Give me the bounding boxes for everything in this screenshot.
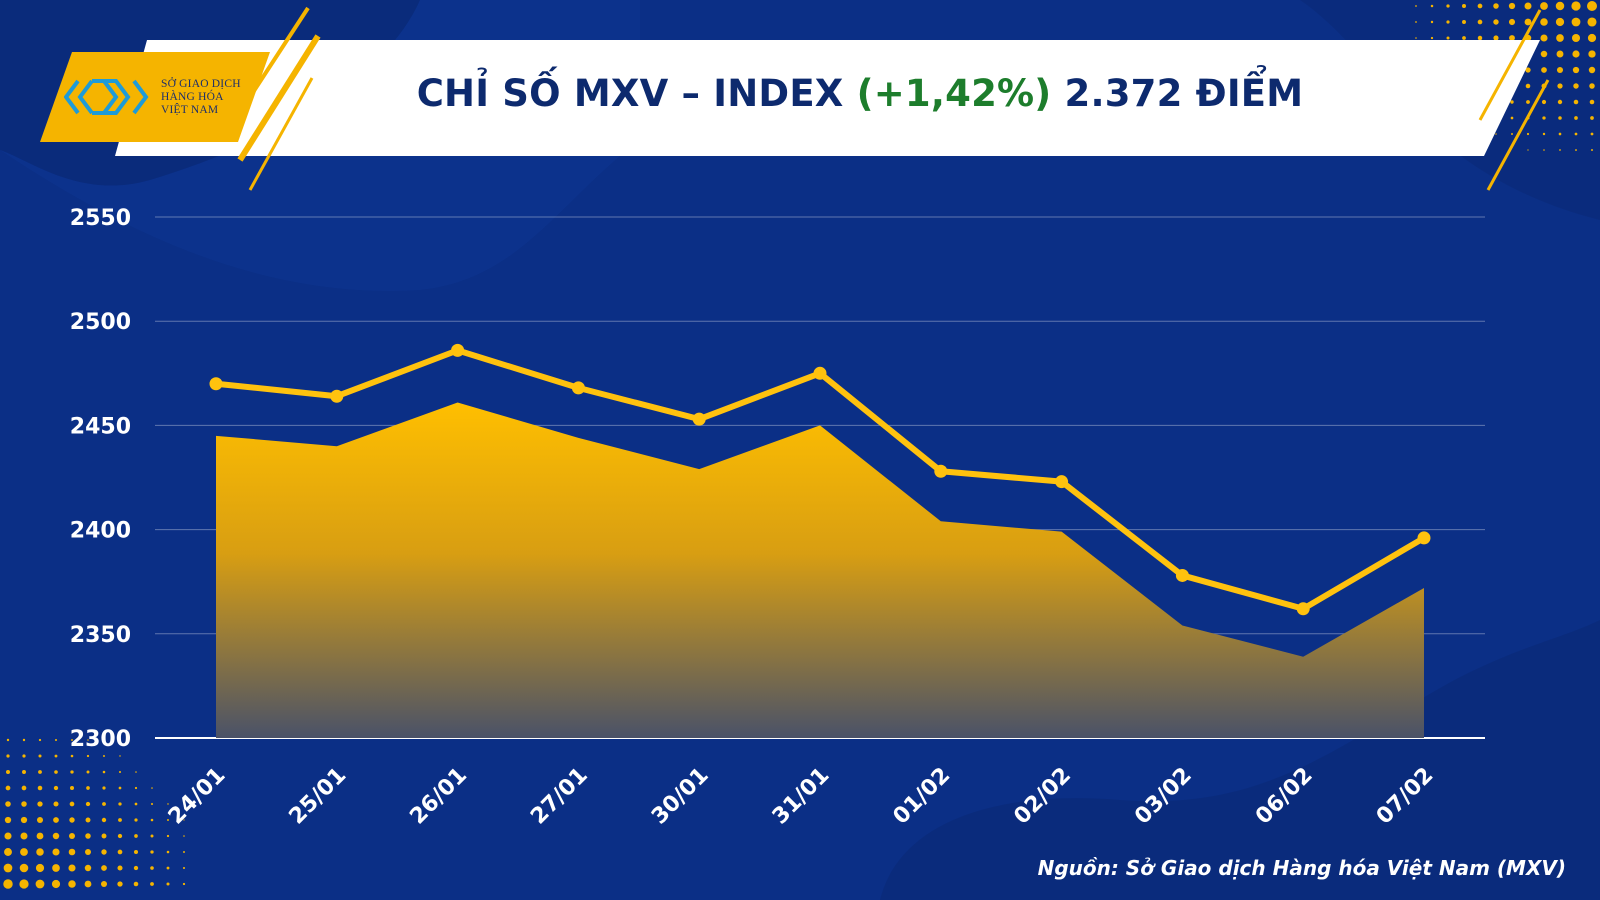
y-tick-label: 2450 — [70, 414, 131, 439]
x-tick-label: 01/02 — [889, 763, 956, 830]
line-series — [209, 343, 1431, 616]
area-fill — [216, 402, 1424, 738]
x-tick-label: 02/02 — [1009, 763, 1076, 830]
logo-line-3: VIỆT NAM — [161, 104, 219, 116]
y-tick-label: 2500 — [70, 310, 131, 335]
data-point — [813, 366, 827, 380]
logo-line-2: HÀNG HÓA — [161, 91, 224, 103]
x-tick-label: 07/02 — [1372, 763, 1439, 830]
y-tick-label: 2550 — [70, 206, 131, 231]
data-point — [1417, 531, 1431, 545]
dot-pattern-bottom-left — [3, 738, 186, 889]
data-point — [330, 389, 344, 403]
logo-line-1: SỞ GIAO DỊCH — [161, 78, 241, 90]
title-change: (+1,42%) — [856, 72, 1052, 115]
x-tick-label: 26/01 — [405, 763, 472, 830]
x-axis-ticks: 24/01 25/01 26/01 27/01 30/01 31/01 01/02 02/02… — [164, 763, 1439, 830]
data-point — [1175, 568, 1189, 582]
x-tick-label: 25/01 — [285, 763, 352, 830]
y-tick-label: 2300 — [70, 727, 131, 752]
y-tick-label: 2350 — [70, 623, 131, 648]
data-point — [692, 412, 706, 426]
mxv-logo-icon — [64, 79, 149, 115]
title-suffix: 2.372 ĐIỂM — [1064, 72, 1304, 115]
y-tick-label: 2400 — [70, 519, 131, 544]
x-tick-label: 30/01 — [647, 763, 714, 830]
title-prefix: CHỈ SỐ MXV – INDEX — [416, 72, 844, 115]
x-tick-label: 03/02 — [1130, 763, 1197, 830]
x-tick-label: 06/02 — [1251, 763, 1318, 830]
data-point — [1296, 602, 1310, 616]
data-point — [451, 343, 465, 357]
x-tick-label: 31/01 — [768, 763, 835, 830]
chart-title: CHỈ SỐ MXV – INDEX (+1,42%) 2.372 ĐIỂM — [300, 72, 1420, 115]
x-tick-label: 24/01 — [164, 763, 231, 830]
logo-text: SỞ GIAO DỊCH HÀNG HÓA VIỆT NAM — [161, 78, 261, 117]
area-series — [216, 402, 1424, 738]
data-point — [571, 381, 585, 395]
source-note: Nguồn: Sở Giao dịch Hàng hóa Việt Nam (M… — [1037, 856, 1566, 880]
data-point — [934, 464, 948, 478]
y-axis-ticks: 2300 2350 2400 2450 2500 2550 — [70, 206, 131, 752]
data-point — [1055, 475, 1069, 489]
data-point — [209, 377, 223, 391]
title-banner — [115, 40, 1540, 156]
x-tick-label: 27/01 — [526, 763, 593, 830]
